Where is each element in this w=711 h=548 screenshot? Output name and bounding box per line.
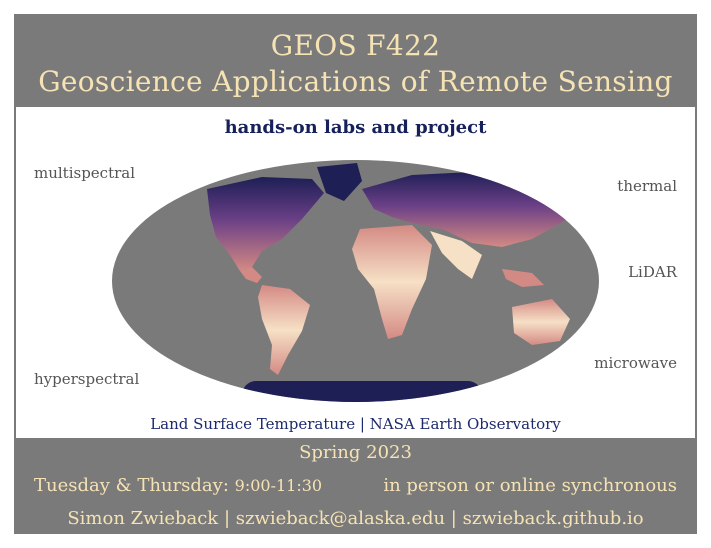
- term: Spring 2023: [299, 442, 412, 463]
- world-map-image: [112, 160, 599, 402]
- main-panel: hands-on labs and project multispectral …: [16, 107, 695, 438]
- image-caption: Land Surface Temperature | NASA Earth Ob…: [150, 415, 561, 433]
- schedule-time: 9:00-11:30: [234, 476, 323, 495]
- contact-info: Simon Zwieback | szwieback@alaska.edu | …: [67, 508, 644, 529]
- schedule-days: Tuesday & Thursday:: [34, 475, 229, 496]
- header: GEOS F422 Geoscience Applications of Rem…: [14, 14, 697, 106]
- label-microwave: microwave: [594, 354, 677, 372]
- footer: Spring 2023 Tuesday & Thursday: 9:00-11:…: [14, 440, 697, 534]
- label-thermal: thermal: [617, 177, 677, 195]
- schedule: Tuesday & Thursday: 9:00-11:30: [34, 475, 322, 496]
- subtitle: hands-on labs and project: [224, 117, 487, 138]
- course-code: GEOS F422: [270, 29, 441, 62]
- label-lidar: LiDAR: [628, 263, 677, 281]
- flyer-frame: GEOS F422 Geoscience Applications of Rem…: [14, 14, 697, 534]
- label-multispectral: multispectral: [34, 164, 136, 182]
- delivery-mode: in person or online synchronous: [383, 475, 677, 496]
- course-title: Geoscience Applications of Remote Sensin…: [38, 65, 673, 98]
- label-hyperspectral: hyperspectral: [34, 370, 140, 388]
